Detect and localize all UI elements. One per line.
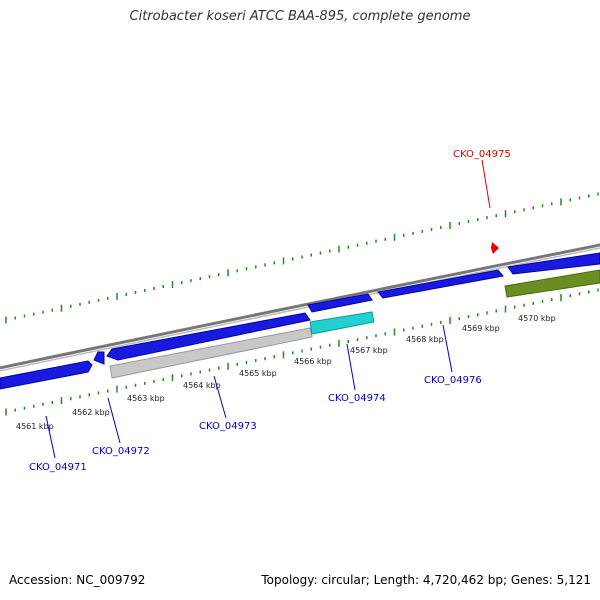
gene-arrow-forward[interactable] [307,293,373,313]
gene-labels: CKO_04971 CKO_04972 CKO_04973 CKO_04974 … [29,149,511,473]
genome-backbone [0,243,600,372]
map-title: Citrobacter koseri ATCC BAA-895, complet… [129,9,471,24]
gene-label-cko-04973[interactable]: CKO_04973 [199,421,257,432]
genome-summary-text: Topology: circular; Length: 4,720,462 bp… [261,573,591,587]
gene-pseudo[interactable] [109,327,313,379]
accession-text: Accession: NC_009792 [9,573,146,587]
ruler-label: 4568 kbp [406,335,444,344]
inner-tick-row [5,288,599,416]
reverse-strand [0,269,600,390]
ruler-label: 4563 kbp [127,394,165,403]
gene-cko-04974-shape[interactable] [309,311,375,335]
ruler-label: 4564 kbp [183,381,221,390]
ruler-label: 4565 kbp [239,369,277,378]
gene-label-cko-04974[interactable]: CKO_04974 [328,393,386,404]
ruler-label: 4561 kbp [16,422,54,431]
gene-arrow-reverse[interactable] [0,360,93,390]
forward-strand [307,242,600,313]
ruler-label: 4567 kbp [350,346,388,355]
outer-tick-row [5,192,599,324]
gene-label-cko-04972[interactable]: CKO_04972 [92,446,150,457]
gene-arrow-reverse[interactable] [93,351,105,365]
gene-rna[interactable] [504,269,600,298]
ruler-label: 4562 kbp [72,408,110,417]
label-leaders [45,159,491,459]
gene-label-cko-04975[interactable]: CKO_04975 [453,149,511,160]
gene-label-cko-04976[interactable]: CKO_04976 [424,375,482,386]
gene-arrow-forward[interactable] [377,269,504,299]
gene-cko-04975-shape[interactable] [491,242,499,254]
ruler-label: 4566 kbp [294,357,332,366]
gene-arrow-forward[interactable] [507,252,600,275]
gene-arrow-reverse[interactable] [106,312,311,361]
ruler-labels: 4561 kbp 4562 kbp 4563 kbp 4564 kbp 4565… [16,314,556,431]
ruler-label: 4570 kbp [518,314,556,323]
gene-label-cko-04971[interactable]: CKO_04971 [29,462,87,473]
ruler-label: 4569 kbp [462,324,500,333]
